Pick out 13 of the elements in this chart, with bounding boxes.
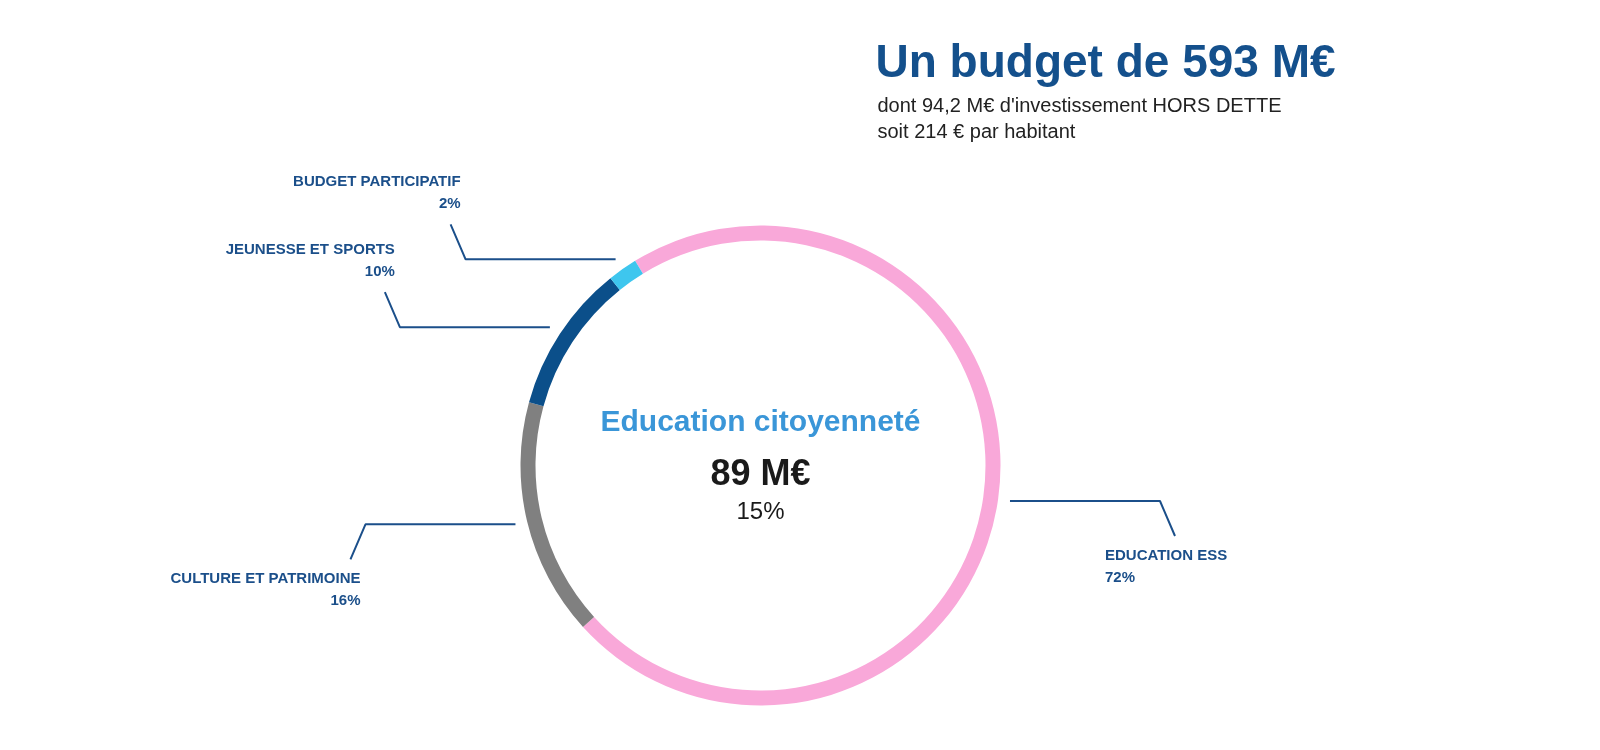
chart-subtitle: dont 94,2 M€ d'investissement HORS DETTE soit 214 € par habitant — [877, 93, 1282, 142]
data-label: 10% — [364, 262, 395, 280]
text: 15% — [736, 497, 785, 524]
data-label: 16% — [330, 591, 361, 609]
text: 89 M€ — [710, 452, 811, 493]
slice-label: EDUCATION ESS — [1104, 546, 1228, 564]
slice-label: JEUNESSE ET SPORTS — [225, 240, 395, 258]
slice-label: CULTURE ET PATRIMOINE — [170, 569, 361, 587]
chart-title: Un budget de 593 M€ — [875, 34, 1336, 87]
data-label: 2% — [438, 194, 461, 212]
data-label: 72% — [1104, 568, 1136, 586]
text: Education citoyenneté — [600, 404, 921, 437]
slice-label: BUDGET PARTICIPATIF — [293, 172, 461, 190]
